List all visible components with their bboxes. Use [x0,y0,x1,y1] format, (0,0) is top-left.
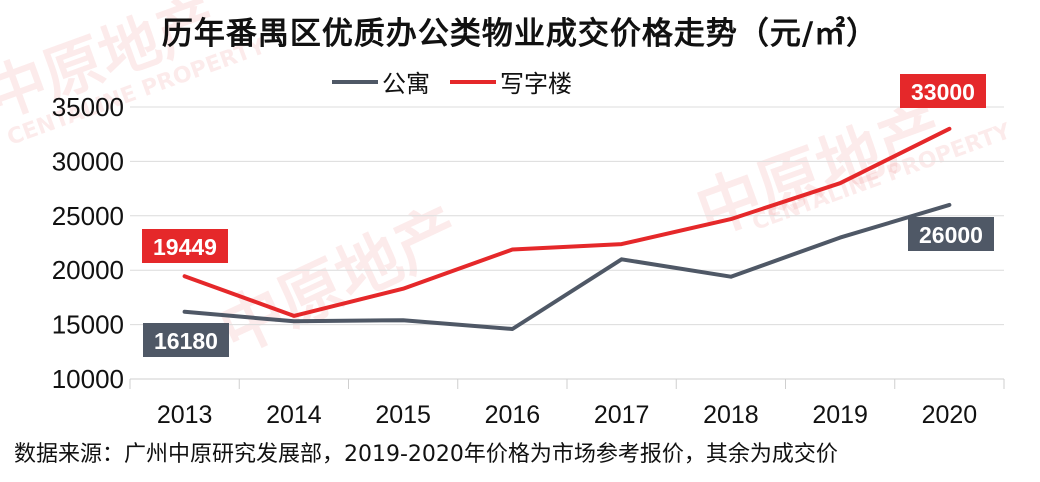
series-line [182,126,952,318]
data-label: 33000 [911,79,975,105]
x-tick-label: 2013 [157,401,213,429]
y-tick-label: 35000 [52,92,124,122]
legend: 公寓 写字楼 [332,64,592,99]
legend-label: 公寓 [382,70,430,98]
x-tick-label: 2016 [485,401,541,429]
chart-title: 历年番禺区优质办公类物业成交价格走势（元/㎡） [161,16,879,52]
legend-swatch-apartment [332,79,378,84]
legend-label: 写字楼 [500,70,572,98]
y-tick-label: 10000 [52,364,124,394]
data-label-box [908,217,994,251]
legend-item-office: 写字楼 [450,64,572,99]
series-line [182,202,952,331]
data-label-box [142,229,228,263]
x-tick-label: 2019 [812,401,868,429]
source-note: 数据来源：广州中原研究发展部，2019-2020年价格为市场参考报价，其余为成交… [14,442,838,467]
y-tick-label: 15000 [52,310,124,340]
legend-swatch-office [450,79,496,84]
y-tick-label: 20000 [52,255,124,285]
data-label-box [143,323,229,357]
x-tick-label: 2017 [594,401,650,429]
data-label-box [900,74,986,108]
data-label: 19449 [153,234,217,260]
x-tick-label: 2018 [703,401,759,429]
x-tick-label: 2020 [922,401,978,429]
data-label: 26000 [919,222,983,248]
y-tick-label: 30000 [52,146,124,176]
x-tick-label: 2015 [375,401,431,429]
legend-item-apartment: 公寓 [332,64,430,99]
data-label: 16180 [154,328,218,354]
y-tick-label: 25000 [52,201,124,231]
x-tick-label: 2014 [266,401,322,429]
